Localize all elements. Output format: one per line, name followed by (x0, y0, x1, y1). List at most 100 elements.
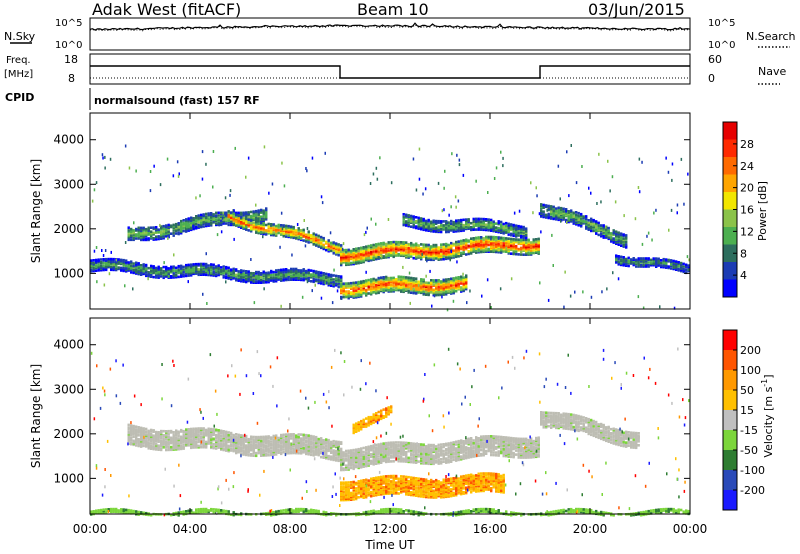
heatmap-cell (160, 436, 163, 440)
heatmap-speckle (429, 269, 431, 273)
heatmap-cell (257, 441, 260, 444)
heatmap-cell (372, 258, 375, 261)
heatmap-cell (650, 258, 653, 262)
heatmap-cell (257, 222, 260, 226)
heatmap-cell (492, 243, 495, 247)
heatmap-cell (180, 268, 183, 272)
heatmap-cell (530, 241, 533, 244)
heatmap-cell (295, 233, 298, 236)
heatmap-cell (135, 270, 138, 274)
heatmap-cell (227, 448, 230, 452)
heatmap-speckle (306, 227, 309, 230)
heatmap-speckle (101, 153, 104, 157)
heatmap-cell (327, 239, 330, 242)
heatmap-cell (220, 444, 223, 447)
heatmap-cell (287, 443, 290, 447)
heatmap-cell (240, 440, 243, 444)
heatmap-cell (317, 278, 320, 282)
heatmap-cell (492, 246, 495, 250)
heatmap-cell (150, 267, 153, 270)
heatmap-cell (230, 435, 233, 439)
heatmap-cell (625, 260, 628, 263)
heatmap-cell (272, 273, 275, 277)
heatmap-cell (237, 437, 240, 441)
heatmap-cell (450, 284, 453, 287)
heatmap-cell (392, 251, 395, 255)
heatmap-cell (185, 428, 188, 431)
heatmap-cell (210, 271, 213, 274)
heatmap-cell (117, 259, 120, 263)
heatmap-cell (155, 235, 158, 238)
heatmap-cell (472, 237, 475, 240)
heatmap-cell (257, 270, 260, 274)
heatmap-cell (430, 220, 433, 224)
heatmap-speckle (135, 169, 137, 173)
heatmap-cell (452, 254, 455, 258)
heatmap-cell (280, 447, 283, 450)
heatmap-cell (482, 245, 485, 248)
heatmap-speckle (686, 255, 689, 259)
heatmap-cell (242, 269, 245, 273)
heatmap-cell (425, 254, 428, 257)
heatmap-cell (395, 284, 398, 288)
heatmap-cell (250, 278, 253, 282)
heatmap-cell (357, 282, 360, 285)
heatmap-cell (315, 271, 318, 275)
frequency-panel: Freq. [MHz] 18 8 60 0 Nave CPID normalso… (4, 53, 786, 110)
heatmap-cell (312, 269, 315, 273)
heatmap-cell (390, 279, 393, 282)
heatmap-cell (475, 240, 478, 244)
heatmap-cell (235, 220, 238, 223)
heatmap-cell (392, 243, 395, 247)
heatmap-cell (282, 224, 285, 227)
heatmap-cell (520, 253, 523, 256)
heatmap-cell (612, 229, 615, 232)
heatmap-cell (375, 289, 378, 292)
heatmap-cell (447, 245, 450, 248)
heatmap-speckle (206, 302, 208, 305)
heatmap-cell (327, 442, 330, 446)
heatmap-cell (190, 443, 193, 447)
heatmap-cell (430, 291, 433, 294)
heatmap-cell (377, 287, 380, 291)
heatmap-cell (560, 215, 563, 218)
heatmap-cell (685, 266, 688, 269)
heatmap-cell (290, 433, 293, 436)
heatmap-cell (235, 435, 238, 439)
heatmap-speckle (475, 179, 477, 183)
heatmap-cell (135, 229, 138, 232)
heatmap-cell (237, 449, 240, 453)
heatmap-speckle (110, 250, 112, 254)
heatmap-cell (240, 221, 243, 224)
heatmap-cell (227, 210, 230, 213)
heatmap-cell (152, 237, 155, 240)
heatmap-cell (527, 238, 530, 242)
heatmap-cell (260, 210, 263, 213)
heatmap-cell (280, 435, 283, 438)
heatmap-cell (100, 260, 103, 264)
heatmap-cell (305, 233, 308, 237)
heatmap-cell (252, 280, 255, 283)
heatmap-cell (377, 286, 380, 289)
heatmap-cell (255, 439, 258, 443)
heatmap-cell (245, 453, 248, 457)
heatmap-cell (312, 237, 315, 241)
heatmap-cell (640, 263, 643, 267)
heatmap-cell (490, 235, 493, 239)
heatmap-speckle (192, 224, 194, 228)
colorbar-swatch (723, 174, 737, 193)
heatmap-cell (197, 435, 200, 438)
heatmap-cell (262, 453, 265, 456)
heatmap-cell (470, 242, 473, 246)
heatmap-cell (375, 245, 378, 249)
heatmap-speckle (502, 164, 504, 168)
heatmap-cell (92, 268, 95, 271)
heatmap-cell (255, 220, 258, 224)
heatmap-cell (407, 242, 410, 246)
heatmap-cell (187, 267, 190, 271)
heatmap-cell (235, 438, 238, 441)
heatmap-cell (372, 291, 375, 294)
heatmap-speckle (93, 249, 96, 253)
heatmap-cell (482, 249, 485, 252)
heatmap-cell (570, 220, 573, 223)
